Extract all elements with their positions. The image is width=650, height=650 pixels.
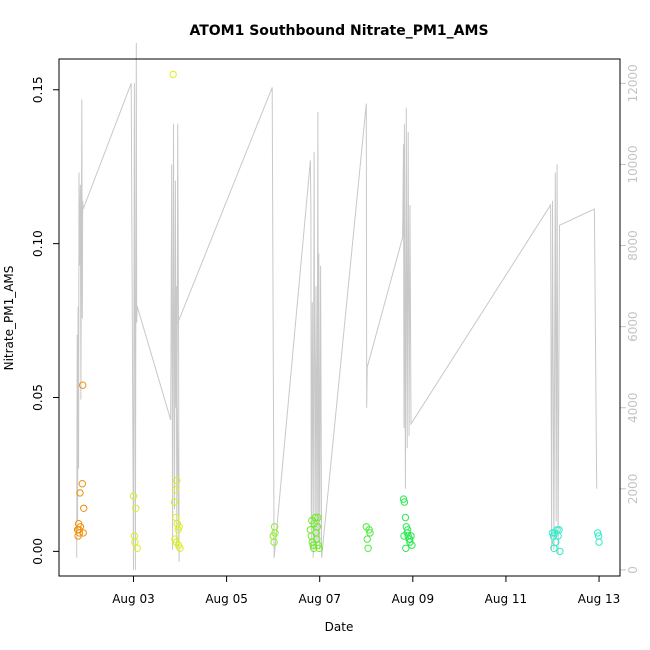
data-point (313, 523, 322, 531)
data-point (171, 486, 180, 494)
data-point (404, 526, 412, 534)
data-point (405, 535, 414, 543)
x-tick-label: Aug 07 (298, 592, 341, 606)
data-point (173, 476, 181, 485)
data-point (271, 529, 279, 537)
data-point (399, 495, 408, 503)
data-point (314, 513, 322, 522)
y2-tick-label: 4000 (626, 392, 640, 423)
plot-frame (58, 58, 621, 577)
data-point (556, 547, 564, 556)
data-point (80, 504, 88, 512)
data-points-layer (73, 70, 603, 556)
data-point (175, 523, 183, 531)
data-point (366, 529, 374, 537)
data-point (364, 544, 372, 552)
data-point (365, 526, 373, 534)
altitude-line-layer (76, 42, 598, 570)
data-point (400, 498, 409, 506)
x-tick-label: Aug 05 (205, 592, 248, 606)
data-point (310, 544, 318, 552)
data-point (552, 538, 560, 546)
altitude-series-line (76, 42, 598, 570)
chart-title: ATOM1 Southbound Nitrate_PM1_AMS (189, 23, 488, 39)
y2-tick-label: 12000 (626, 64, 640, 102)
data-point (595, 538, 603, 546)
axes-layer: Aug 03 Aug 05 Aug 07 Aug 09 Aug 11 Aug 13 0.00… (31, 64, 640, 606)
y-tick-label: 0.00 (31, 538, 45, 565)
y2-tick-label: 0 (626, 566, 640, 574)
data-point (79, 381, 87, 389)
y2-tick-label: 2000 (626, 474, 640, 505)
data-point (408, 541, 416, 549)
data-point (169, 70, 177, 79)
data-point (133, 544, 141, 552)
data-point (315, 544, 323, 552)
x-tick-label: Aug 13 (578, 592, 621, 606)
data-point (78, 480, 87, 488)
data-point (401, 513, 410, 522)
data-point (402, 544, 410, 552)
y-tick-label: 0.15 (31, 76, 45, 103)
data-point (79, 529, 87, 537)
data-point (308, 516, 316, 525)
x-tick-label: Aug 11 (485, 592, 528, 606)
data-point (170, 498, 179, 506)
y2-tick-label: 6000 (626, 311, 640, 342)
x-tick-label: Aug 09 (392, 592, 435, 606)
y2-tick-label: 10000 (626, 145, 640, 183)
x-axis-label: Date (325, 620, 354, 634)
y-tick-label: 0.10 (31, 230, 45, 257)
data-point (76, 523, 85, 531)
data-point (555, 526, 563, 534)
y2-tick-label: 8000 (626, 230, 640, 261)
data-point (131, 538, 139, 546)
data-point (132, 504, 140, 512)
data-point (76, 489, 84, 497)
data-point (176, 544, 184, 552)
data-point (363, 535, 371, 543)
data-point (594, 529, 602, 537)
data-point (309, 541, 317, 549)
data-point (174, 526, 182, 534)
y-axis-label: Nitrate_PM1_AMS (2, 266, 16, 371)
data-point (400, 532, 408, 540)
data-point (270, 538, 278, 546)
y-tick-label: 0.05 (31, 384, 45, 411)
x-tick-label: Aug 03 (112, 592, 155, 606)
data-point (129, 492, 138, 500)
